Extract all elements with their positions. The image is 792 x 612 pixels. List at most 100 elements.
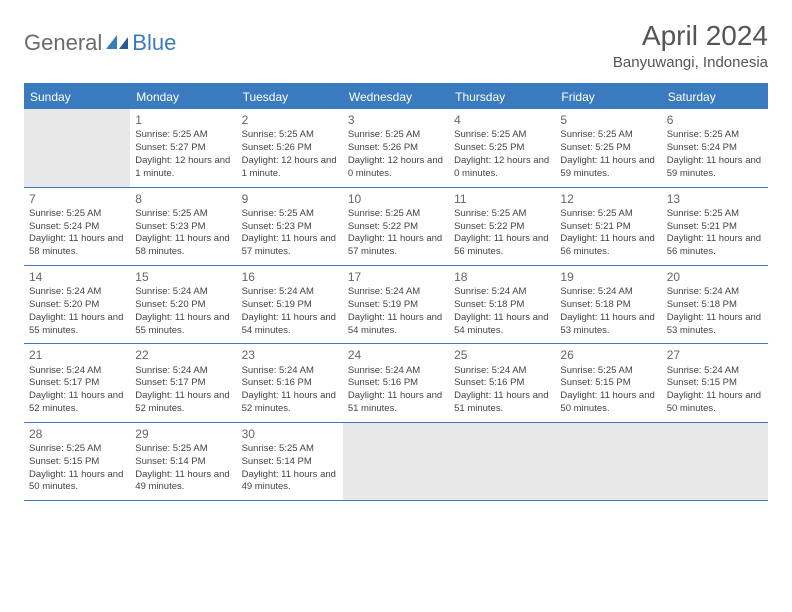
- sunset-line: Sunset: 5:23 PM: [135, 221, 231, 234]
- calendar-cell: 16Sunrise: 5:24 AMSunset: 5:19 PMDayligh…: [237, 265, 343, 343]
- calendar-cell: 4Sunrise: 5:25 AMSunset: 5:25 PMDaylight…: [449, 109, 555, 187]
- calendar-cell: 30Sunrise: 5:25 AMSunset: 5:14 PMDayligh…: [237, 422, 343, 500]
- daylight-line: Daylight: 11 hours and 55 minutes.: [29, 312, 125, 338]
- sunrise-line: Sunrise: 5:24 AM: [560, 286, 656, 299]
- sunset-line: Sunset: 5:17 PM: [135, 377, 231, 390]
- sunset-line: Sunset: 5:21 PM: [667, 221, 763, 234]
- sunrise-line: Sunrise: 5:25 AM: [348, 129, 444, 142]
- calendar-cell: 19Sunrise: 5:24 AMSunset: 5:18 PMDayligh…: [555, 265, 661, 343]
- daylight-line: Daylight: 11 hours and 57 minutes.: [348, 233, 444, 259]
- calendar-cell: 17Sunrise: 5:24 AMSunset: 5:19 PMDayligh…: [343, 265, 449, 343]
- day-header: Wednesday: [343, 84, 449, 109]
- calendar-cell: [555, 422, 661, 500]
- sunrise-line: Sunrise: 5:24 AM: [29, 286, 125, 299]
- sunrise-line: Sunrise: 5:24 AM: [135, 286, 231, 299]
- calendar-cell: 20Sunrise: 5:24 AMSunset: 5:18 PMDayligh…: [662, 265, 768, 343]
- day-header: Friday: [555, 84, 661, 109]
- daylight-line: Daylight: 11 hours and 50 minutes.: [560, 390, 656, 416]
- day-number: 21: [29, 347, 125, 363]
- sunset-line: Sunset: 5:20 PM: [29, 299, 125, 312]
- day-header: Tuesday: [237, 84, 343, 109]
- calendar-head: SundayMondayTuesdayWednesdayThursdayFrid…: [24, 84, 768, 109]
- calendar-cell: [449, 422, 555, 500]
- day-number: 6: [667, 112, 763, 128]
- sunset-line: Sunset: 5:19 PM: [348, 299, 444, 312]
- daylight-line: Daylight: 11 hours and 52 minutes.: [242, 390, 338, 416]
- daylight-line: Daylight: 11 hours and 52 minutes.: [29, 390, 125, 416]
- sunrise-line: Sunrise: 5:25 AM: [29, 208, 125, 221]
- day-header: Saturday: [662, 84, 768, 109]
- logo-text-blue: Blue: [132, 30, 176, 56]
- day-number: 9: [242, 191, 338, 207]
- calendar-cell: [662, 422, 768, 500]
- daylight-line: Daylight: 11 hours and 56 minutes.: [454, 233, 550, 259]
- day-number: 7: [29, 191, 125, 207]
- daylight-line: Daylight: 12 hours and 1 minute.: [135, 155, 231, 181]
- sunset-line: Sunset: 5:20 PM: [135, 299, 231, 312]
- daylight-line: Daylight: 11 hours and 59 minutes.: [667, 155, 763, 181]
- logo: General Blue: [24, 20, 176, 56]
- daylight-line: Daylight: 11 hours and 52 minutes.: [135, 390, 231, 416]
- calendar-cell: 12Sunrise: 5:25 AMSunset: 5:21 PMDayligh…: [555, 187, 661, 265]
- day-number: 17: [348, 269, 444, 285]
- calendar-cell: 6Sunrise: 5:25 AMSunset: 5:24 PMDaylight…: [662, 109, 768, 187]
- daylight-line: Daylight: 11 hours and 50 minutes.: [29, 469, 125, 495]
- calendar-cell: [343, 422, 449, 500]
- day-number: 15: [135, 269, 231, 285]
- calendar-cell: 7Sunrise: 5:25 AMSunset: 5:24 PMDaylight…: [24, 187, 130, 265]
- sunrise-line: Sunrise: 5:25 AM: [454, 208, 550, 221]
- sunrise-line: Sunrise: 5:24 AM: [348, 286, 444, 299]
- sunrise-line: Sunrise: 5:25 AM: [560, 365, 656, 378]
- day-number: 10: [348, 191, 444, 207]
- calendar-cell: 26Sunrise: 5:25 AMSunset: 5:15 PMDayligh…: [555, 344, 661, 422]
- daylight-line: Daylight: 11 hours and 56 minutes.: [667, 233, 763, 259]
- calendar-cell: 25Sunrise: 5:24 AMSunset: 5:16 PMDayligh…: [449, 344, 555, 422]
- sunset-line: Sunset: 5:22 PM: [454, 221, 550, 234]
- sunrise-line: Sunrise: 5:24 AM: [454, 286, 550, 299]
- day-number: 26: [560, 347, 656, 363]
- calendar-table: SundayMondayTuesdayWednesdayThursdayFrid…: [24, 83, 768, 501]
- calendar-cell: 21 Sunrise: 5:24 AMSunset: 5:17 PMDayligh…: [24, 344, 130, 422]
- calendar-cell: 8Sunrise: 5:25 AMSunset: 5:23 PMDaylight…: [130, 187, 236, 265]
- sunrise-line: Sunrise: 5:24 AM: [135, 365, 231, 378]
- sunrise-line: Sunrise: 5:24 AM: [454, 365, 550, 378]
- day-number: 16: [242, 269, 338, 285]
- daylight-line: Daylight: 11 hours and 59 minutes.: [560, 155, 656, 181]
- sunrise-line: Sunrise: 5:24 AM: [667, 365, 763, 378]
- daylight-line: Daylight: 11 hours and 54 minutes.: [242, 312, 338, 338]
- sunrise-line: Sunrise: 5:25 AM: [348, 208, 444, 221]
- calendar-cell: 24Sunrise: 5:24 AMSunset: 5:16 PMDayligh…: [343, 344, 449, 422]
- daylight-line: Daylight: 11 hours and 53 minutes.: [667, 312, 763, 338]
- logo-text-general: General: [24, 30, 102, 56]
- daylight-line: Daylight: 11 hours and 51 minutes.: [348, 390, 444, 416]
- sunset-line: Sunset: 5:15 PM: [29, 456, 125, 469]
- sunrise-line: Sunrise: 5:25 AM: [560, 129, 656, 142]
- day-number: 25: [454, 347, 550, 363]
- calendar-cell: 3Sunrise: 5:25 AMSunset: 5:26 PMDaylight…: [343, 109, 449, 187]
- day-number: 19: [560, 269, 656, 285]
- sunset-line: Sunset: 5:25 PM: [560, 142, 656, 155]
- daylight-line: Daylight: 11 hours and 58 minutes.: [135, 233, 231, 259]
- sunset-line: Sunset: 5:18 PM: [454, 299, 550, 312]
- sunrise-line: Sunrise: 5:24 AM: [29, 365, 125, 378]
- sunset-line: Sunset: 5:17 PM: [29, 377, 125, 390]
- daylight-line: Daylight: 11 hours and 54 minutes.: [348, 312, 444, 338]
- sunrise-line: Sunrise: 5:25 AM: [560, 208, 656, 221]
- day-number: 29: [135, 426, 231, 442]
- daylight-line: Daylight: 11 hours and 58 minutes.: [29, 233, 125, 259]
- day-number: 4: [454, 112, 550, 128]
- calendar-cell: [24, 109, 130, 187]
- page-title: April 2024: [613, 20, 768, 52]
- sunrise-line: Sunrise: 5:25 AM: [242, 129, 338, 142]
- sunrise-line: Sunrise: 5:25 AM: [242, 443, 338, 456]
- day-of-week-row: SundayMondayTuesdayWednesdayThursdayFrid…: [24, 84, 768, 109]
- day-number: 2: [242, 112, 338, 128]
- sunset-line: Sunset: 5:16 PM: [454, 377, 550, 390]
- day-number: 23: [242, 347, 338, 363]
- sunset-line: Sunset: 5:16 PM: [242, 377, 338, 390]
- calendar-cell: 23Sunrise: 5:24 AMSunset: 5:16 PMDayligh…: [237, 344, 343, 422]
- daylight-line: Daylight: 11 hours and 49 minutes.: [242, 469, 338, 495]
- sunrise-line: Sunrise: 5:24 AM: [348, 365, 444, 378]
- calendar-cell: 13Sunrise: 5:25 AMSunset: 5:21 PMDayligh…: [662, 187, 768, 265]
- sunset-line: Sunset: 5:18 PM: [667, 299, 763, 312]
